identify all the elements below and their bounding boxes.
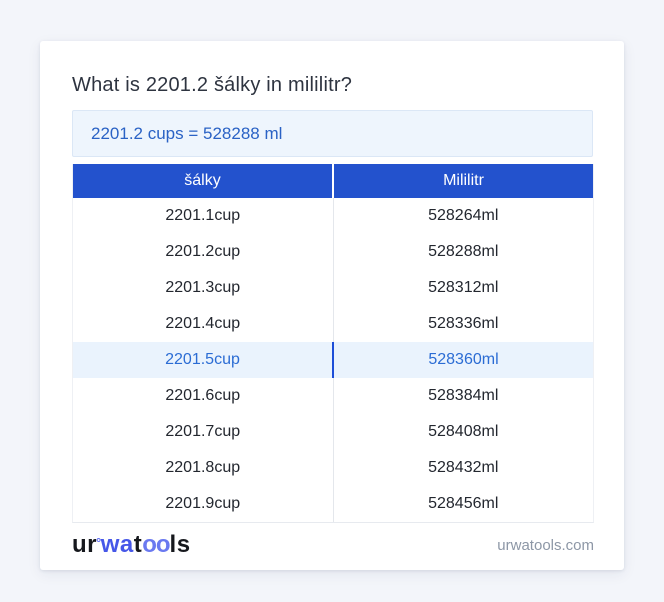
ml-value[interactable]: 528360ml — [428, 351, 499, 368]
conversion-result-text: 2201.2 cups = 528288 ml — [91, 123, 283, 143]
page-title: What is 2201.2 šálky in mililitr? — [72, 74, 353, 96]
logo-rings-icon: oo — [142, 531, 170, 558]
cup-value[interactable]: 2201.5cup — [73, 342, 334, 378]
ml-value: 528384ml — [428, 387, 499, 404]
cup-value: 2201.9cup — [73, 486, 334, 522]
footer-site-text: urwatools.com — [497, 536, 594, 554]
table-row: 2201.7cup 528408ml — [73, 414, 593, 450]
ml-value: 528312ml — [428, 279, 499, 296]
urwatools-logo[interactable]: ur°watools — [72, 530, 191, 560]
logo-segment-blue: wa — [100, 531, 134, 558]
table-row: 2201.3cup 528312ml — [73, 270, 593, 306]
table-row: 2201.6cup 528384ml — [73, 378, 593, 414]
table-header-mililitr: Mililitr — [334, 164, 593, 198]
table-row: 2201.1cup 528264ml — [73, 198, 593, 234]
conversion-table: šálky Mililitr 2201.1cup 528264ml 2201.2… — [72, 164, 594, 523]
ml-value: 528264ml — [428, 207, 499, 224]
table-header-row: šálky Mililitr — [73, 164, 593, 198]
table-row: 2201.8cup 528432ml — [73, 450, 593, 486]
ml-value: 528408ml — [428, 423, 499, 440]
degree-mark-icon: ° — [96, 535, 102, 550]
cup-value: 2201.4cup — [73, 306, 334, 342]
table-row-highlighted[interactable]: 2201.5cup 528360ml — [73, 342, 593, 378]
cup-value: 2201.6cup — [73, 378, 334, 414]
card-footer: ur°watools urwatools.com — [72, 530, 594, 560]
conversion-result-box: 2201.2 cups = 528288 ml — [72, 110, 593, 157]
cup-value: 2201.1cup — [73, 198, 334, 234]
cup-value: 2201.7cup — [73, 414, 334, 450]
logo-segment-dark: ls — [169, 531, 191, 558]
converter-card: What is 2201.2 šálky in mililitr? 2201.2… — [40, 41, 624, 570]
table-row: 2201.9cup 528456ml — [73, 486, 593, 522]
cup-value: 2201.8cup — [73, 450, 334, 486]
table-header-cups: šálky — [73, 164, 332, 198]
cup-value: 2201.2cup — [73, 234, 334, 270]
ml-value: 528288ml — [428, 243, 499, 260]
cup-value: 2201.3cup — [73, 270, 334, 306]
ml-value: 528432ml — [428, 459, 499, 476]
logo-segment-dark: t — [133, 531, 143, 558]
table-row: 2201.2cup 528288ml — [73, 234, 593, 270]
ml-value: 528336ml — [428, 315, 499, 332]
logo-segment-dark: ur — [72, 531, 97, 558]
table-row: 2201.4cup 528336ml — [73, 306, 593, 342]
ml-value: 528456ml — [428, 495, 499, 512]
